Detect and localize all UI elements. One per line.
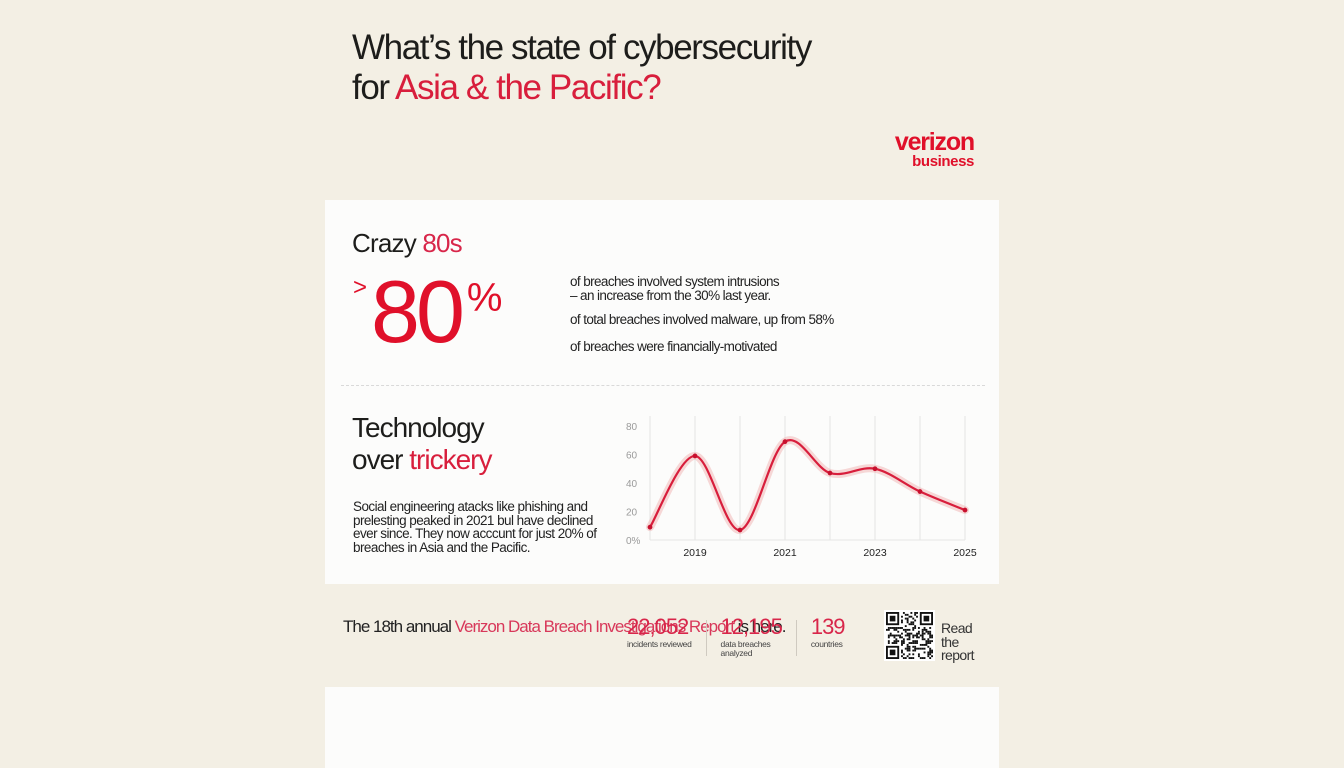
- data-point: [917, 489, 923, 494]
- x-tick-label: 2021: [773, 547, 797, 559]
- announcement-prefix: The 18th annual: [343, 617, 455, 636]
- fact-financial-motivation: of breaches were financially-motivated: [570, 339, 777, 354]
- social-engineering-line-chart: 0% 20 40 60 80 2019 2021 2023 2025: [620, 412, 990, 572]
- x-tick-label: 2023: [863, 547, 887, 559]
- stat-separator: [795, 620, 797, 656]
- tech-title-prefix: over: [352, 444, 410, 475]
- report-footer: The 18th annual Verizon Data Breach Inve…: [325, 584, 999, 687]
- section-divider: [341, 385, 985, 386]
- report-announcement: The 18th annual Verizon Data Breach Inve…: [343, 617, 787, 636]
- data-point: [827, 470, 833, 476]
- data-point: [782, 439, 788, 445]
- report-name-link[interactable]: Verizon Data Breach Investigations Repor…: [454, 617, 735, 636]
- data-point: [872, 466, 878, 472]
- stat-value: 12,195: [720, 614, 783, 639]
- stat-incidents: 22,052 incidents reviewed: [627, 616, 692, 649]
- data-point: [962, 507, 968, 513]
- report-stats: 22,052 incidents reviewed 12,195 data br…: [627, 614, 846, 658]
- logo-subtitle: business: [912, 153, 974, 170]
- y-tick-label: 20: [626, 508, 638, 519]
- stat-breaches: 12,195 data breaches analyzed: [720, 614, 783, 658]
- fact-malware: of total breaches involved malware, up f…: [570, 312, 834, 327]
- stat-label: data breaches analyzed: [720, 639, 771, 658]
- verizon-business-logo[interactable]: verizon business: [862, 128, 975, 170]
- insights-card: Crazy 80s > 80 % of breaches involved sy…: [325, 200, 999, 584]
- logo-wordmark: verizon: [894, 128, 975, 156]
- data-point: [647, 524, 653, 530]
- stat-label: countries: [810, 639, 843, 649]
- fact-system-intrusions-detail: – an increase from the 30% last year.: [570, 288, 771, 303]
- big-stat: > 80 %: [353, 264, 502, 360]
- data-point: [692, 453, 698, 459]
- headline-prefix: for: [352, 68, 396, 107]
- read-report-label[interactable]: Read the report: [941, 620, 975, 663]
- cta-line-1: Read: [941, 620, 973, 636]
- x-tick-label: 2019: [683, 547, 707, 559]
- section-title-prefix: Crazy: [352, 228, 423, 258]
- next-content-card: [325, 687, 999, 768]
- y-tick-label: 0%: [626, 536, 641, 547]
- x-tick-label: 2025: [953, 547, 977, 559]
- qr-code-graphic: [886, 612, 933, 659]
- cta-line-2: the: [941, 633, 959, 650]
- stat-countries: 139 countries: [810, 614, 846, 649]
- tech-body-text: Social engineering atacks like phishing …: [353, 499, 597, 555]
- stat-value: 22,052: [627, 614, 689, 639]
- facts-list: of breaches involved system intrusions –…: [570, 275, 834, 354]
- tech-title-accent: trickery: [409, 444, 492, 475]
- y-tick-label: 40: [626, 479, 638, 490]
- percent-symbol: %: [466, 276, 503, 320]
- stat-value: 139: [810, 614, 846, 639]
- fact-system-intrusions: of breaches involved system intrusions: [570, 274, 780, 289]
- tech-title-line-1: Technology: [352, 412, 485, 443]
- cta-line-3: report: [941, 647, 975, 663]
- chart-canvas: 0% 20 40 60 80 2019 2021 2023 2025: [626, 416, 977, 559]
- data-point: [737, 527, 743, 533]
- qr-code-icon[interactable]: [884, 610, 935, 661]
- big-stat-value: 80: [371, 262, 465, 361]
- headline-region: Asia & the Pacific?: [395, 68, 662, 107]
- y-tick-label: 60: [626, 451, 638, 462]
- section-title-crazy-80s: Crazy 80s: [352, 228, 463, 259]
- headline-line-2: for Asia & the Pacific?: [352, 68, 811, 108]
- tech-title-line-2: over trickery: [352, 444, 492, 476]
- section-title-accent: 80s: [422, 228, 462, 258]
- page-headline: What’s the state of cybersecurity for As…: [352, 28, 812, 108]
- stat-separator: [705, 620, 707, 656]
- y-tick-label: 80: [626, 422, 638, 433]
- greater-than-symbol: >: [353, 274, 368, 301]
- read-report-cta[interactable]: Read the report: [884, 610, 975, 663]
- announcement-suffix: is here.: [733, 617, 787, 636]
- section-title-technology: Technology over trickery: [352, 412, 492, 476]
- stat-label: incidents reviewed: [627, 639, 692, 649]
- headline-line-1: What’s the state of cybersecurity: [352, 28, 812, 67]
